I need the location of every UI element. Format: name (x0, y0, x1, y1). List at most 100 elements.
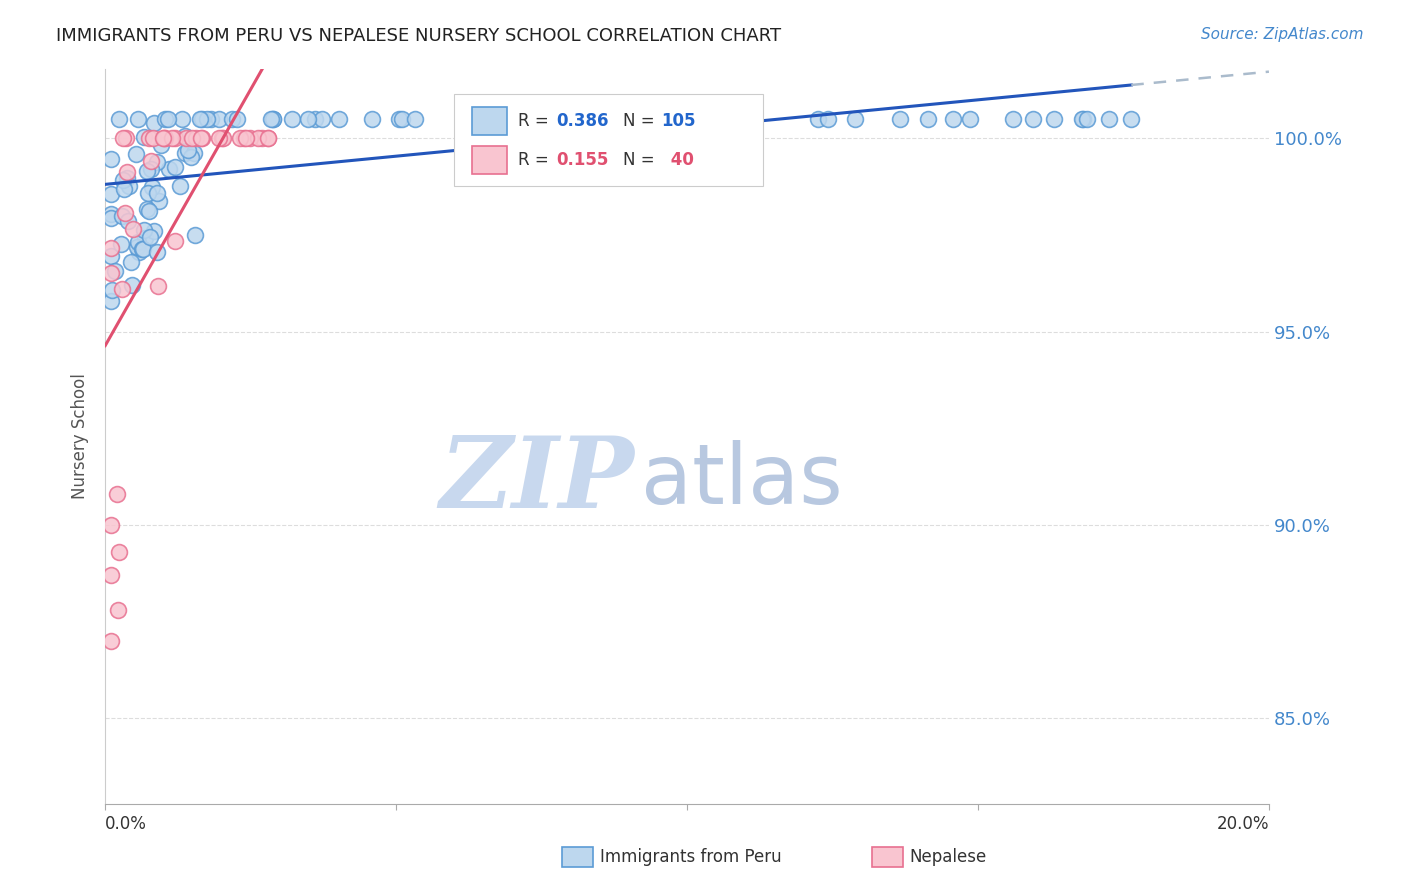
Point (221, 112, 243, 126)
Point (257, 131, 280, 145)
Point (112, 173, 135, 187)
Point (569, 112, 592, 126)
Point (100, 211, 122, 226)
Point (142, 131, 165, 145)
Point (486, 112, 509, 126)
Point (149, 138, 172, 153)
Point (1098, 112, 1121, 126)
Point (184, 227, 207, 242)
Point (1121, 112, 1143, 126)
Point (165, 160, 187, 174)
Point (118, 178, 141, 193)
Point (100, 249, 122, 263)
Point (111, 282, 134, 296)
Text: 40: 40 (665, 151, 693, 169)
Point (1043, 112, 1066, 126)
Point (142, 224, 165, 238)
Text: Nepalese: Nepalese (910, 848, 987, 866)
Text: Source: ZipAtlas.com: Source: ZipAtlas.com (1201, 27, 1364, 42)
Point (104, 264, 127, 278)
Point (100, 153, 122, 167)
Point (211, 131, 233, 145)
Point (672, 112, 695, 126)
Point (181, 131, 204, 145)
Point (252, 131, 274, 145)
Point (191, 112, 214, 126)
Point (153, 131, 176, 145)
Point (360, 112, 382, 126)
Point (115, 165, 138, 179)
Point (959, 112, 981, 126)
Point (1070, 112, 1092, 126)
Point (101, 283, 124, 297)
Point (541, 112, 564, 126)
Point (100, 207, 122, 221)
Point (100, 294, 122, 309)
Point (211, 131, 233, 145)
Point (122, 221, 145, 235)
Point (105, 487, 128, 501)
Point (807, 112, 830, 126)
Text: 0.155: 0.155 (557, 151, 609, 169)
Point (262, 112, 284, 126)
Point (174, 128, 197, 143)
Point (152, 131, 174, 145)
Point (257, 131, 280, 145)
Point (165, 131, 187, 145)
Text: R =: R = (519, 151, 554, 169)
Point (208, 131, 231, 145)
Point (128, 245, 150, 260)
Y-axis label: Nursery School: Nursery School (72, 373, 89, 499)
Point (235, 131, 257, 145)
Point (817, 112, 839, 126)
Point (262, 112, 284, 126)
Point (146, 245, 169, 260)
Point (942, 112, 965, 126)
Point (100, 518, 122, 533)
Point (197, 112, 219, 126)
Point (156, 112, 179, 126)
Point (100, 187, 122, 202)
Point (136, 202, 159, 216)
Text: R =: R = (519, 112, 554, 129)
Point (689, 112, 711, 126)
Point (146, 155, 169, 169)
Point (125, 240, 148, 254)
Point (1022, 112, 1045, 126)
Point (188, 112, 211, 126)
Point (142, 116, 165, 130)
Text: N =: N = (623, 151, 659, 169)
Point (1076, 112, 1098, 126)
Point (132, 222, 155, 236)
Point (328, 112, 350, 126)
Point (536, 112, 558, 126)
Point (157, 161, 180, 176)
Point (139, 230, 162, 244)
Point (404, 112, 426, 126)
Point (478, 112, 501, 126)
Point (136, 164, 159, 178)
Text: IMMIGRANTS FROM PERU VS NEPALESE NURSERY SCHOOL CORRELATION CHART: IMMIGRANTS FROM PERU VS NEPALESE NURSERY… (56, 27, 782, 45)
Point (163, 235, 186, 249)
Point (177, 143, 200, 157)
Text: Immigrants from Peru: Immigrants from Peru (600, 848, 782, 866)
Point (148, 279, 170, 293)
Point (232, 131, 254, 145)
Point (520, 112, 543, 126)
Text: 0.386: 0.386 (557, 112, 609, 129)
Point (117, 213, 139, 227)
FancyBboxPatch shape (454, 95, 762, 186)
Point (160, 131, 183, 145)
Point (259, 112, 281, 126)
Point (138, 131, 160, 145)
Point (114, 206, 136, 220)
Text: 105: 105 (661, 112, 696, 129)
Point (131, 242, 153, 256)
Point (112, 182, 135, 196)
Point (148, 194, 170, 208)
Point (132, 130, 155, 145)
Point (889, 112, 911, 126)
Point (688, 112, 710, 126)
Point (553, 112, 575, 126)
Point (304, 112, 326, 126)
